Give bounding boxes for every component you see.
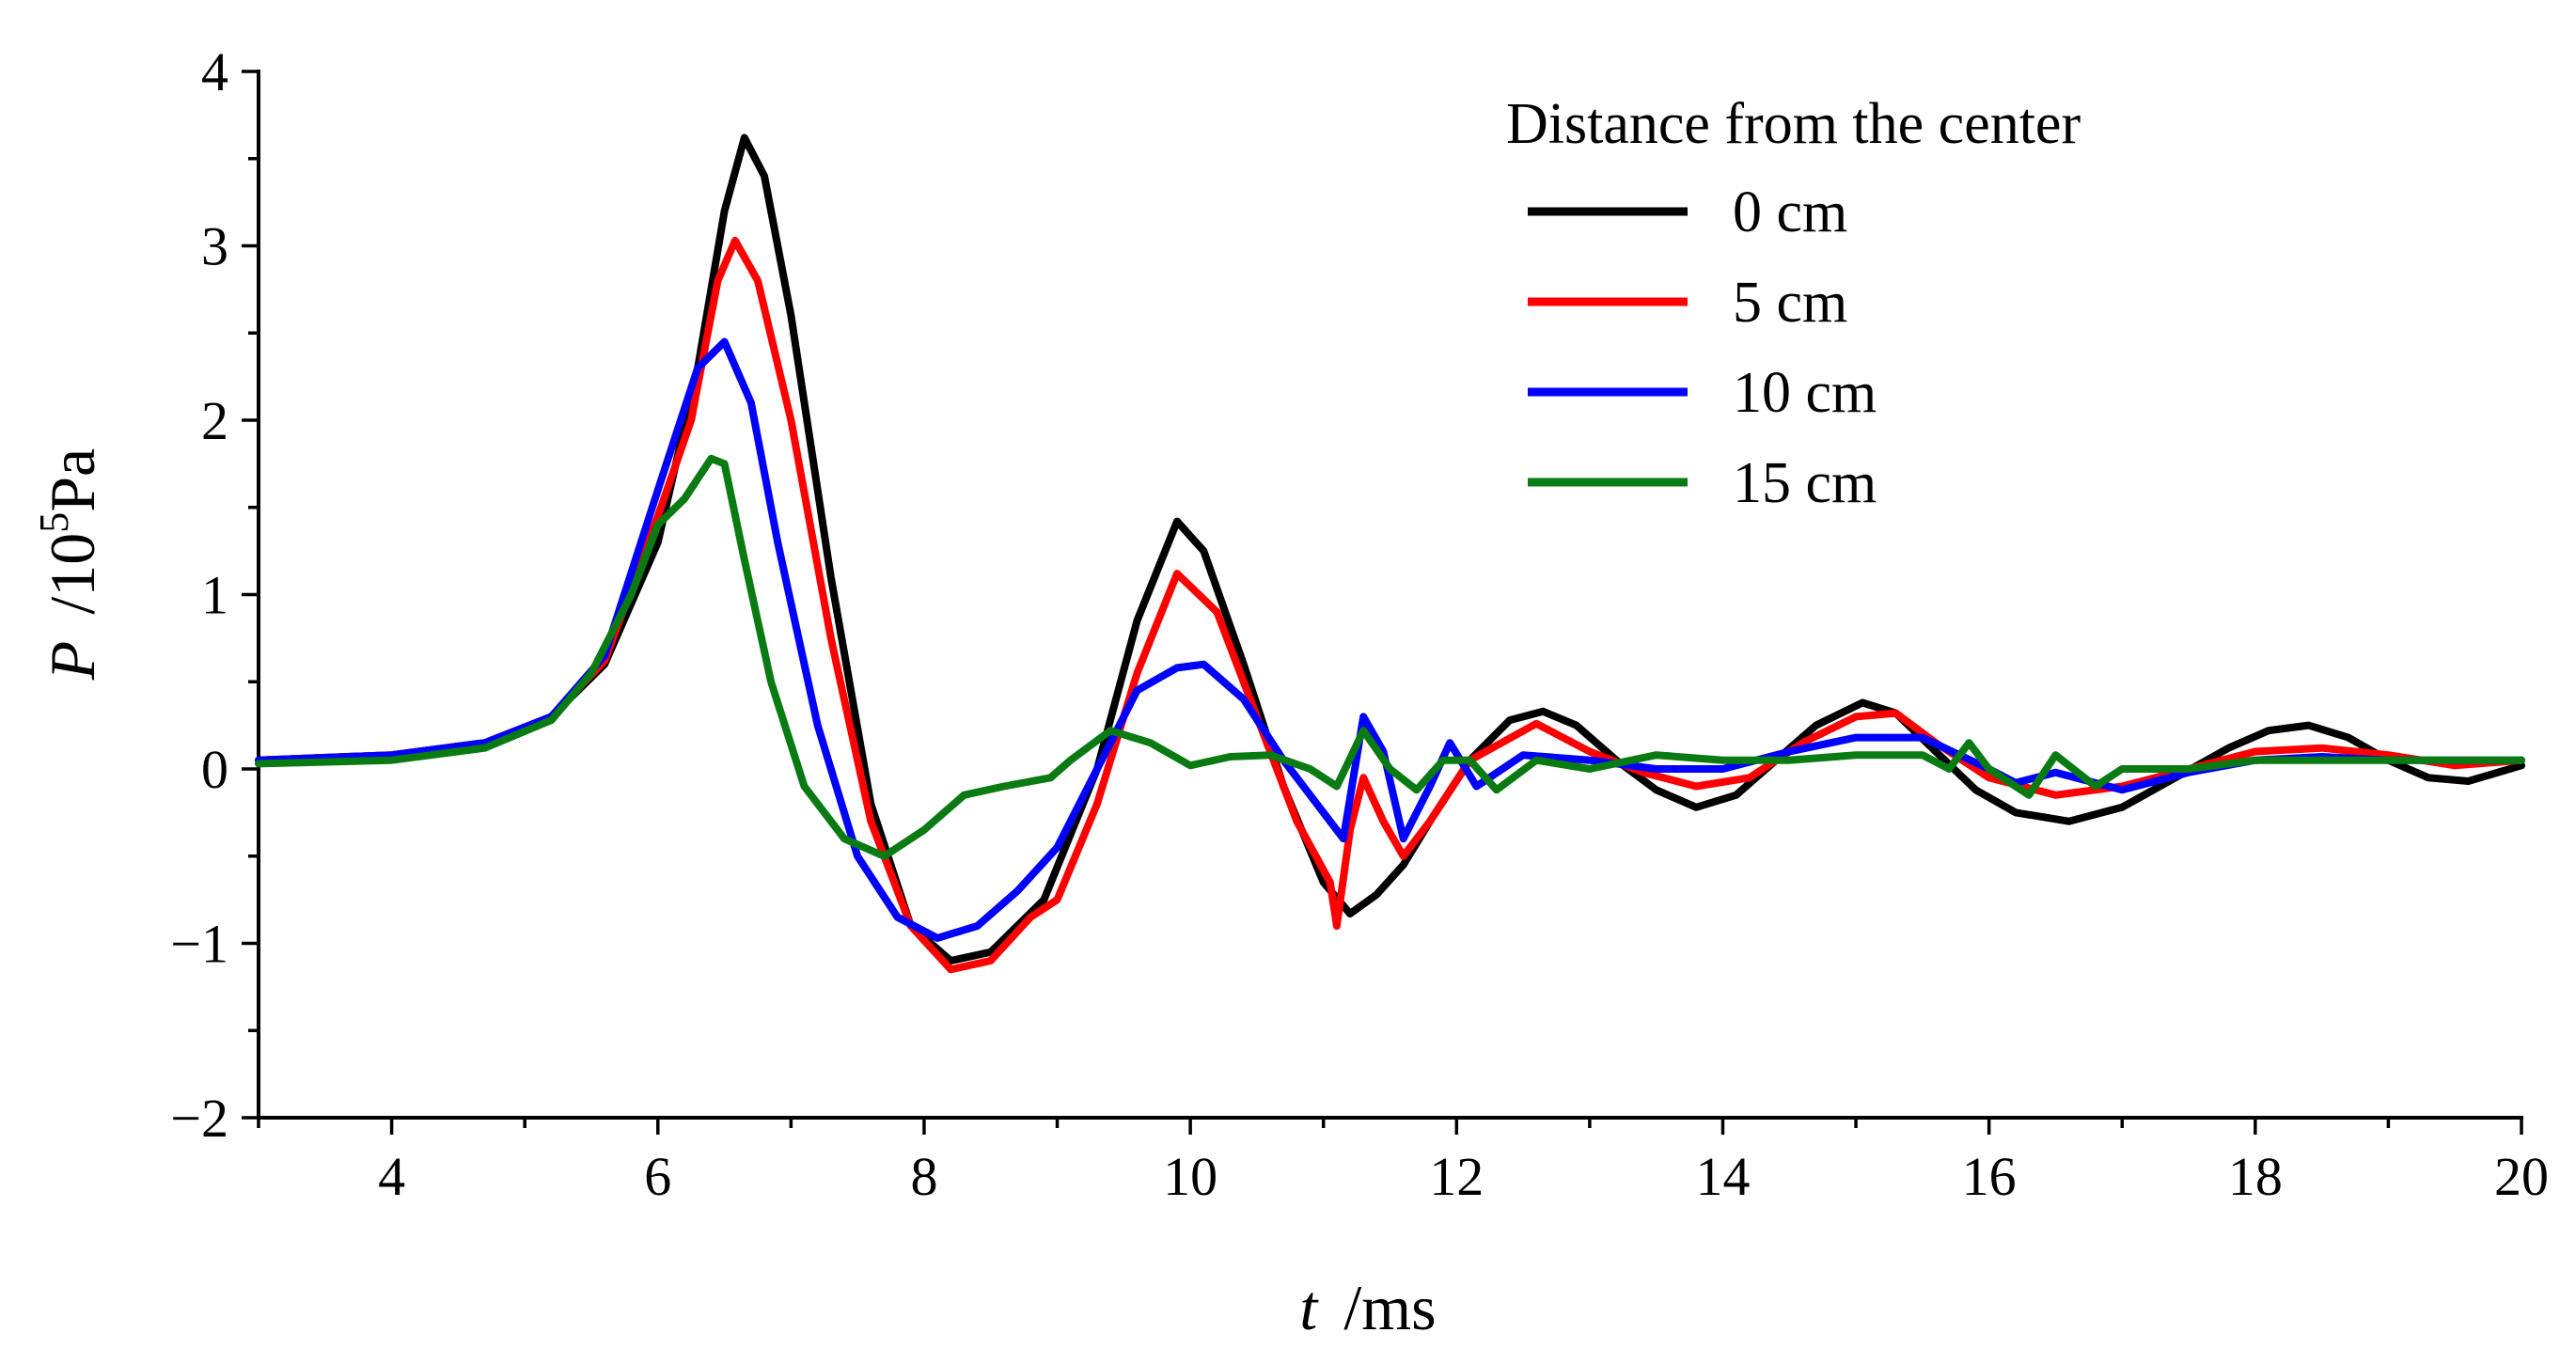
legend: Distance from the center 0 cm 5 cm 10 cm 15… xyxy=(1506,92,2081,515)
x-axis-unit: /ms xyxy=(1343,1272,1436,1343)
y-tick-label: 2 xyxy=(201,390,228,451)
legend-title: Distance from the center xyxy=(1506,92,2081,156)
x-tick-label: 12 xyxy=(1429,1146,1484,1207)
series-layer xyxy=(255,133,2525,974)
y-axis-unit-prefix: /10 xyxy=(37,533,108,615)
legend-label-10-cm: 10 cm xyxy=(1733,361,1877,425)
x-tick-label: 16 xyxy=(1962,1146,2017,1207)
plot-frame xyxy=(257,70,2523,1120)
y-tick-label: 4 xyxy=(201,41,228,102)
x-tick-label: 10 xyxy=(1163,1146,1217,1207)
svg-text:P/105Pa: P/105Pa xyxy=(31,448,108,681)
y-tick-label: 1 xyxy=(201,565,228,626)
x-axis-title: t/ms xyxy=(1299,1272,1436,1343)
y-axis-title: P/105Pa xyxy=(31,448,108,681)
y-tick-label: 3 xyxy=(201,216,228,277)
legend-label-15-cm: 15 cm xyxy=(1733,451,1877,515)
y-tick-label: 0 xyxy=(201,739,228,800)
legend-entries: 0 cm 5 cm 10 cm 15 cm xyxy=(1528,180,1877,515)
y-tick-label: −1 xyxy=(170,914,228,975)
svg-text:t/ms: t/ms xyxy=(1299,1272,1436,1343)
x-tick-label: 4 xyxy=(378,1146,405,1207)
y-axis-unit-suffix: Pa xyxy=(37,448,108,512)
x-tick-label: 6 xyxy=(644,1146,671,1207)
x-axis-variable: t xyxy=(1299,1272,1319,1343)
y-axis-variable: P xyxy=(37,641,108,682)
x-tick-label: 18 xyxy=(2228,1146,2283,1207)
series-line-15-cm xyxy=(255,454,2525,860)
x-tick-label: 14 xyxy=(1695,1146,1750,1207)
legend-label-5-cm: 5 cm xyxy=(1733,271,1847,335)
x-tick-label: 8 xyxy=(910,1146,937,1207)
legend-label-0-cm: 0 cm xyxy=(1733,180,1847,244)
series-line-5-cm xyxy=(255,236,2525,974)
y-tick-label: −2 xyxy=(170,1088,228,1149)
y-axis-unit-exponent: 5 xyxy=(31,512,77,533)
x-tick-label: 20 xyxy=(2494,1146,2549,1207)
series-line-10-cm xyxy=(255,337,2525,942)
